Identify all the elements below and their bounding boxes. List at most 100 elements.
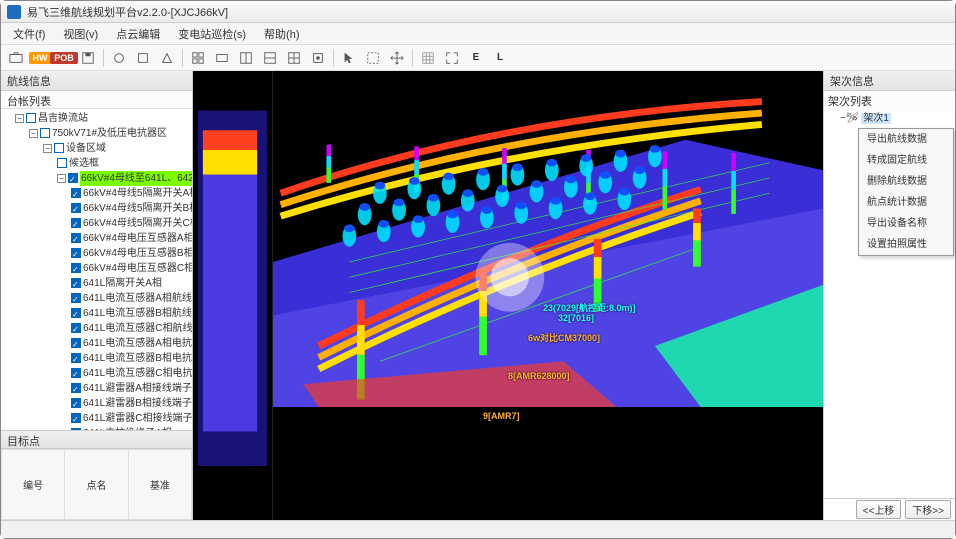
menu-file[interactable]: 文件(f) (5, 24, 53, 44)
sortie-subtitle: 架次列表 (826, 93, 953, 111)
tb-cube5-icon[interactable] (283, 48, 305, 68)
tree-checkbox[interactable] (71, 413, 81, 423)
tree-item[interactable]: 641L避雷器A相接线端子 (83, 383, 192, 394)
targets-col-base[interactable]: 基准 (128, 450, 191, 520)
ctx-to-fixed-route[interactable]: 转成固定航线 (859, 150, 953, 171)
tree-highlighted[interactable]: 66kV#4母线至641L、642L低压 (80, 171, 192, 186)
ctx-delete-route[interactable]: 删除航线数据 (859, 171, 953, 192)
tree-item[interactable]: 641L避雷器C相接线端子 (83, 413, 192, 424)
tree-checkbox[interactable] (71, 308, 81, 318)
toolbar-sep (412, 49, 413, 67)
tb-open-icon[interactable] (5, 48, 27, 68)
tb-cube6-icon[interactable] (307, 48, 329, 68)
menu-substation[interactable]: 变电站巡检(s) (170, 24, 254, 44)
tree-checkbox[interactable] (71, 218, 81, 228)
tree-item[interactable]: 641L电流互感器B相电抗器例接线 (83, 353, 192, 364)
tb-grid-icon[interactable] (417, 48, 439, 68)
tree-checkbox[interactable] (71, 338, 81, 348)
tree-toggle[interactable]: − (840, 113, 846, 124)
tree-checkbox[interactable] (71, 233, 81, 243)
tree-candidate[interactable]: 候选框 (69, 158, 99, 169)
tree-toggle[interactable]: − (29, 129, 38, 138)
tb-fullscreen-icon[interactable] (441, 48, 463, 68)
tb-cube1-icon[interactable] (187, 48, 209, 68)
tree-checkbox[interactable] (71, 203, 81, 213)
tb-select-icon[interactable] (362, 48, 384, 68)
tree-checkbox[interactable] (71, 323, 81, 333)
tree-checkbox[interactable] (71, 368, 81, 378)
targets-col-name[interactable]: 点名 (65, 450, 128, 520)
tree-item[interactable]: 66kV#4母线5隔离开关C相 (83, 218, 192, 229)
ctx-set-photo-attrs[interactable]: 设置拍照属性 (859, 234, 953, 255)
menu-pointcloud-edit[interactable]: 点云编辑 (108, 24, 168, 44)
toolbar-sep (333, 49, 334, 67)
tree-checkbox[interactable] (57, 158, 67, 168)
tree-item[interactable]: 641L避雷器B相接线端子 (83, 398, 192, 409)
sortie-tree[interactable]: 架次列表 −🛩 架次1 导出航线数据 转成固定航线 删除航线数据 航点统计数据 … (824, 91, 955, 498)
ctx-export-device-names[interactable]: 导出设备名称 (859, 213, 953, 234)
menubar: 文件(f) 视图(v) 点云编辑 变电站巡检(s) 帮助(h) (1, 23, 955, 45)
tree-item[interactable]: 641L隔离开关A相 (83, 278, 162, 289)
statusbar (1, 520, 955, 538)
tree-checkbox[interactable] (71, 383, 81, 393)
tree-checkbox[interactable] (71, 293, 81, 303)
tree-toggle[interactable]: − (43, 144, 52, 153)
tree-checkbox[interactable] (71, 248, 81, 258)
3d-viewport[interactable]: 5MRAB3]23(7029[航控距:8.0m)]32[7016]6w对比CM3… (193, 71, 823, 520)
tb-tool3-icon[interactable] (156, 48, 178, 68)
tree-checkbox[interactable] (54, 143, 64, 153)
tree-group[interactable]: 设备区域 (66, 143, 106, 154)
tb-cube2-icon[interactable] (211, 48, 233, 68)
ctx-waypoint-stats[interactable]: 航点统计数据 (859, 192, 953, 213)
tb-cube4-icon[interactable] (259, 48, 281, 68)
ctx-export-route[interactable]: 导出航线数据 (859, 129, 953, 150)
tree-checkbox[interactable] (68, 173, 78, 183)
tree-item[interactable]: 641L电流互感器A相航线例接线 (83, 293, 192, 304)
tree-item[interactable]: 66kV#4母电压互感器C相 (83, 263, 192, 274)
tree-toggle[interactable]: − (57, 174, 66, 183)
tree-checkbox[interactable] (71, 353, 81, 363)
tree-checkbox[interactable] (26, 113, 36, 123)
tb-cube3-icon[interactable] (235, 48, 257, 68)
tree-checkbox[interactable] (71, 398, 81, 408)
move-down-button[interactable]: 下移>> (905, 500, 951, 519)
tree-item[interactable]: 66kV#4母电压互感器A相 (83, 233, 192, 244)
tb-E-button[interactable]: E (465, 48, 487, 68)
menu-help[interactable]: 帮助(h) (256, 24, 307, 44)
tree-checkbox[interactable] (71, 188, 81, 198)
tb-move-icon[interactable] (386, 48, 408, 68)
device-tree[interactable]: −昌吉换流站 −750kV71#及低压电抗器区 −设备区域 候选框 −66kV#… (1, 109, 192, 430)
tb-save-icon[interactable] (77, 48, 99, 68)
move-up-button[interactable]: <<上移 (856, 500, 902, 519)
tree-item[interactable]: 641L电流互感器C相航线例接线 (83, 323, 192, 334)
tree-checkbox[interactable] (71, 278, 81, 288)
tb-cursor-icon[interactable] (338, 48, 360, 68)
tree-toggle[interactable]: − (15, 114, 24, 123)
tb-hw-badge[interactable]: HW (29, 48, 51, 68)
window-title: 易飞三维航线规划平台v2.2.0-[XJCJ66kV] (27, 4, 228, 20)
tree-checkbox[interactable] (71, 263, 81, 273)
targets-col-id[interactable]: 编号 (2, 450, 65, 520)
tree-item[interactable]: 66kV#4母电压互感器B相 (83, 248, 192, 259)
tree-item[interactable]: 641L电流互感器B相航线例接线 (83, 308, 192, 319)
targets-table: 编号 点名 基准 (1, 449, 192, 520)
tree-line[interactable]: 750kV71#及低压电抗器区 (52, 128, 167, 139)
tree-item[interactable]: 66kV#4母线5隔离开关B相 (83, 203, 192, 214)
sortie-node[interactable]: 架次1 (861, 113, 891, 124)
tb-tool1-icon[interactable] (108, 48, 130, 68)
right-bottom-bar: <<上移 下移>> (824, 498, 955, 520)
viewport-label: 9[AMR7] (483, 411, 520, 421)
tree-item[interactable]: 641L电流互感器A相电抗器例接线 (83, 338, 192, 349)
tree-checkbox[interactable] (40, 128, 50, 138)
tree-root[interactable]: 昌吉换流站 (38, 113, 88, 124)
viewport-main[interactable]: 5MRAB3]23(7029[航控距:8.0m)]32[7016]6w对比CM3… (273, 71, 823, 520)
tb-pob-badge[interactable]: POB (53, 48, 75, 68)
tree-checkbox[interactable] (71, 428, 81, 430)
tree-item[interactable]: 66kV#4母线5隔离开关A相 (83, 188, 192, 199)
tb-L-button[interactable]: L (489, 48, 511, 68)
right-panel: 架次信息 架次列表 −🛩 架次1 导出航线数据 转成固定航线 删除航线数据 航点… (823, 71, 955, 520)
tree-item[interactable]: 641L电流互感器C相电抗器例接线 (83, 368, 192, 379)
menu-view[interactable]: 视图(v) (55, 24, 106, 44)
viewport-label: 6w对比CM37000] (528, 331, 600, 344)
tb-tool2-icon[interactable] (132, 48, 154, 68)
